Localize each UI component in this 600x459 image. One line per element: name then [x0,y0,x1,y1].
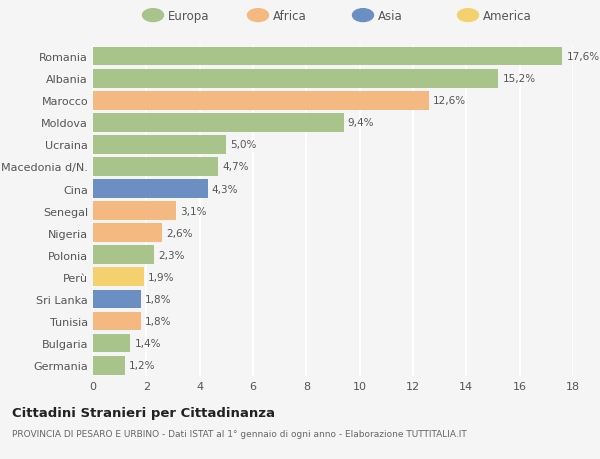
Text: 1,9%: 1,9% [148,272,174,282]
Text: 15,2%: 15,2% [502,74,535,84]
Bar [93,48,562,66]
Text: 4,3%: 4,3% [212,184,238,194]
Text: Asia: Asia [378,10,403,22]
Bar [93,334,130,353]
Text: PROVINCIA DI PESARO E URBINO - Dati ISTAT al 1° gennaio di ogni anno - Elaborazi: PROVINCIA DI PESARO E URBINO - Dati ISTA… [12,429,467,438]
Bar [93,312,141,330]
Text: 1,4%: 1,4% [134,338,161,348]
Text: 4,7%: 4,7% [223,162,249,172]
Text: Africa: Africa [273,10,307,22]
Text: 5,0%: 5,0% [230,140,257,150]
Text: Cittadini Stranieri per Cittadinanza: Cittadini Stranieri per Cittadinanza [12,406,275,419]
Text: 17,6%: 17,6% [566,52,599,62]
Bar [93,224,163,242]
Bar [93,70,499,88]
Text: 12,6%: 12,6% [433,96,466,106]
Bar [93,356,125,375]
Text: 1,8%: 1,8% [145,316,172,326]
Bar [93,136,226,154]
Bar [93,158,218,176]
Text: Europa: Europa [168,10,209,22]
Bar [93,202,176,220]
Text: 2,3%: 2,3% [158,250,185,260]
Bar [93,290,141,308]
Bar [93,114,344,132]
Bar [93,268,143,286]
Bar [93,180,208,198]
Text: 1,8%: 1,8% [145,294,172,304]
Text: 2,6%: 2,6% [166,228,193,238]
Text: America: America [483,10,532,22]
Bar [93,92,429,110]
Text: 3,1%: 3,1% [179,206,206,216]
Bar [93,246,154,264]
Text: 9,4%: 9,4% [347,118,374,128]
Text: 1,2%: 1,2% [129,360,155,370]
